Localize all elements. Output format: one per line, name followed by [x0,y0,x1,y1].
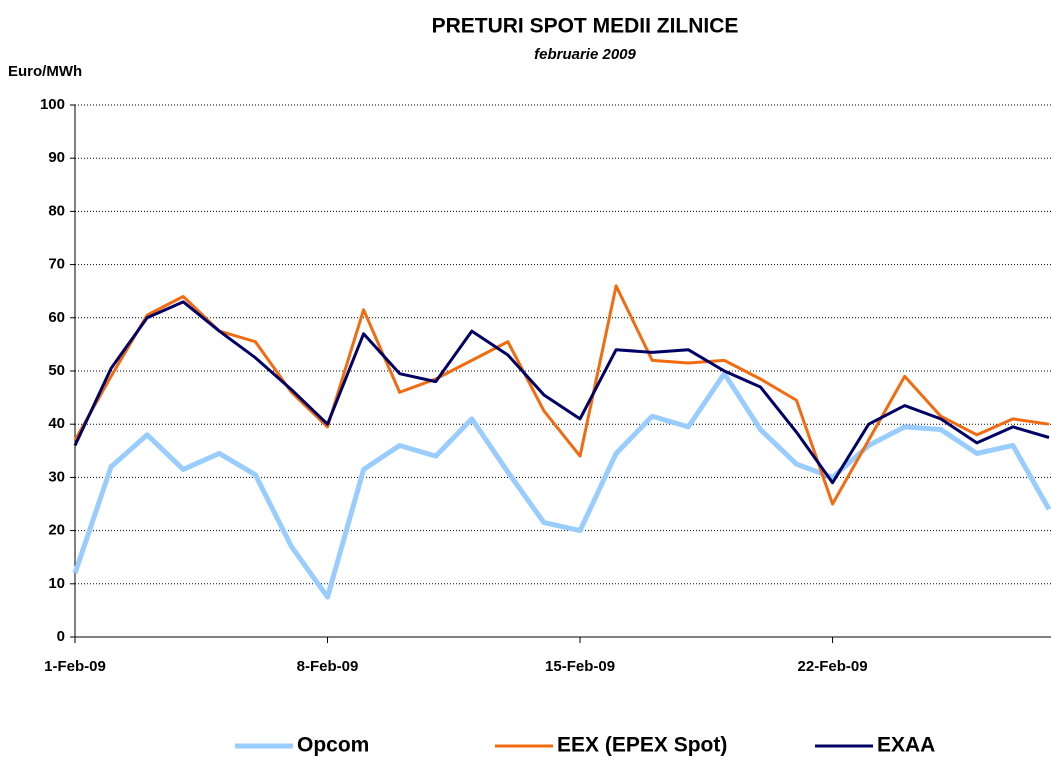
series-line [73,300,1050,485]
y-tick-label: 70 [48,256,65,273]
series-line [73,284,1050,506]
legend-label: EEX (EPEX Spot) [557,734,727,757]
series-line [72,371,1051,600]
y-tick-label: 20 [48,522,65,539]
y-tick-label: 100 [40,96,65,113]
x-tick-label: 1-Feb-09 [44,658,106,675]
chart-subtitle: februarie 2009 [534,46,636,63]
y-tick-label: 30 [48,468,65,485]
legend-label: Opcom [297,734,369,757]
x-tick-label: 8-Feb-09 [297,658,359,675]
y-axis-label: Euro/MWh [8,63,82,80]
y-tick-label: 0 [57,628,65,645]
x-tick-label: 22-Feb-09 [798,658,868,675]
y-tick-label: 60 [48,309,65,326]
y-tick-label: 90 [48,149,65,166]
x-tick-label: 15-Feb-09 [545,658,615,675]
y-tick-label: 10 [48,575,65,592]
y-tick-label: 80 [48,202,65,219]
chart-title: PRETURI SPOT MEDII ZILNICE [432,15,739,38]
legend-label: EXAA [877,734,935,757]
y-tick-label: 50 [48,362,65,379]
y-tick-label: 40 [48,415,65,432]
